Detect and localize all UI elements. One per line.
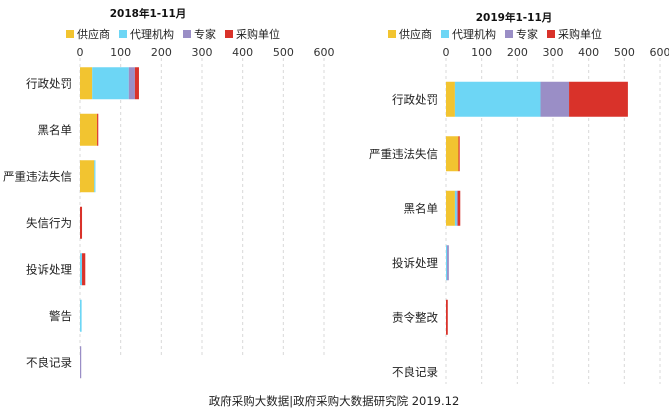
chart2-category-label-6: 不良记录 <box>392 365 438 379</box>
chart2-tick-200: 200 <box>507 46 528 59</box>
chart2-bar-5-4 <box>446 299 448 335</box>
chart1-tick-400: 400 <box>232 46 253 59</box>
chart1-legend-label-2: 代理机构 <box>130 27 174 41</box>
chart1-category-label-2: 黑名单 <box>38 123 73 137</box>
footer-source: 政府采购大数据|政府采购大数据研究院 2019.12 <box>209 394 460 408</box>
chart2-bar-4-2 <box>446 245 448 281</box>
chart2-bar-2-4 <box>458 136 460 172</box>
chart2-bar-1-4 <box>569 81 628 117</box>
chart1-bar-1-1 <box>80 67 93 100</box>
chart2-tick-300: 300 <box>543 46 564 59</box>
chart2-bar-4-3 <box>447 245 449 281</box>
chart2-bar-1-2 <box>454 81 541 117</box>
chart1-category-label-7: 不良记录 <box>26 355 72 369</box>
chart1-legend-swatch-4 <box>225 30 233 38</box>
chart1-bar-2-1 <box>80 113 98 146</box>
chart1-bar-1-3 <box>128 67 135 100</box>
chart2-category-label-2: 严重违法失信 <box>369 147 438 161</box>
chart2-legend-swatch-3 <box>505 30 513 38</box>
chart2-category-label-5: 责令整改 <box>392 310 438 324</box>
chart2-bar-2-1 <box>446 136 459 172</box>
chart2-title: 2019年1-11月 <box>476 11 553 24</box>
chart1-bar-2-4 <box>97 113 99 146</box>
chart1-bar-1-2 <box>92 67 129 100</box>
chart2-bar-1-1 <box>446 81 455 117</box>
chart1-category-label-5: 投诉处理 <box>26 262 72 276</box>
chart2-bar-3-3 <box>456 190 458 226</box>
chart1-legend-label-3: 专家 <box>194 27 216 41</box>
chart1-bar-5-4 <box>82 253 86 286</box>
chart1-title: 2018年1-11月 <box>110 7 187 20</box>
chart1-bar-5-2 <box>80 253 83 286</box>
chart1-category-label-1: 行政处罚 <box>26 76 72 90</box>
chart1-tick-300: 300 <box>192 46 213 59</box>
chart2-legend-swatch-2 <box>441 30 449 38</box>
chart2-tick-100: 100 <box>471 46 492 59</box>
chart2-bar-3-1 <box>446 190 455 226</box>
chart1-tick-600: 600 <box>314 46 335 59</box>
chart2-bar-3-4 <box>457 190 461 226</box>
chart1-bar-6-2 <box>80 299 82 332</box>
chart1-tick-0: 0 <box>77 46 84 59</box>
chart2-category-label-3: 黑名单 <box>404 201 439 215</box>
chart1-tick-100: 100 <box>110 46 131 59</box>
chart1-category-label-4: 失信行为 <box>26 216 72 230</box>
chart1-bar-3-2 <box>94 160 96 193</box>
chart2-tick-500: 500 <box>614 46 635 59</box>
chart2-bar-3-2 <box>454 190 457 226</box>
chart1-bar-3-1 <box>80 160 95 193</box>
chart1-legend-swatch-3 <box>183 30 191 38</box>
chart2-legend-label-1: 供应商 <box>399 27 432 41</box>
chart1-legend-swatch-2 <box>119 30 127 38</box>
chart2-legend-swatch-4 <box>547 30 555 38</box>
chart2-tick-600: 600 <box>650 46 669 59</box>
chart1-bar-1-4 <box>134 67 139 100</box>
chart2-category-label-1: 行政处罚 <box>392 92 438 106</box>
chart2-legend-label-2: 代理机构 <box>452 27 496 41</box>
chart1-category-label-6: 警告 <box>49 309 72 323</box>
chart1-tick-500: 500 <box>273 46 294 59</box>
chart2-tick-400: 400 <box>578 46 599 59</box>
chart2-tick-0: 0 <box>443 46 450 59</box>
chart1-bar-7-3 <box>80 346 82 379</box>
chart1-tick-200: 200 <box>151 46 172 59</box>
chart2-bar-1-3 <box>540 81 570 117</box>
chart1-category-label-3: 严重违法失信 <box>3 169 72 183</box>
chart2-category-label-4: 投诉处理 <box>392 256 438 270</box>
chart2-legend-label-4: 采购单位 <box>558 27 602 41</box>
chart1-legend-label-1: 供应商 <box>77 27 110 41</box>
chart1-bar-4-4 <box>80 206 83 239</box>
chart2-legend-swatch-1 <box>388 30 396 38</box>
chart1-legend-swatch-1 <box>66 30 74 38</box>
chart2-legend-label-3: 专家 <box>516 27 538 41</box>
chart1-legend-label-4: 采购单位 <box>236 27 280 41</box>
